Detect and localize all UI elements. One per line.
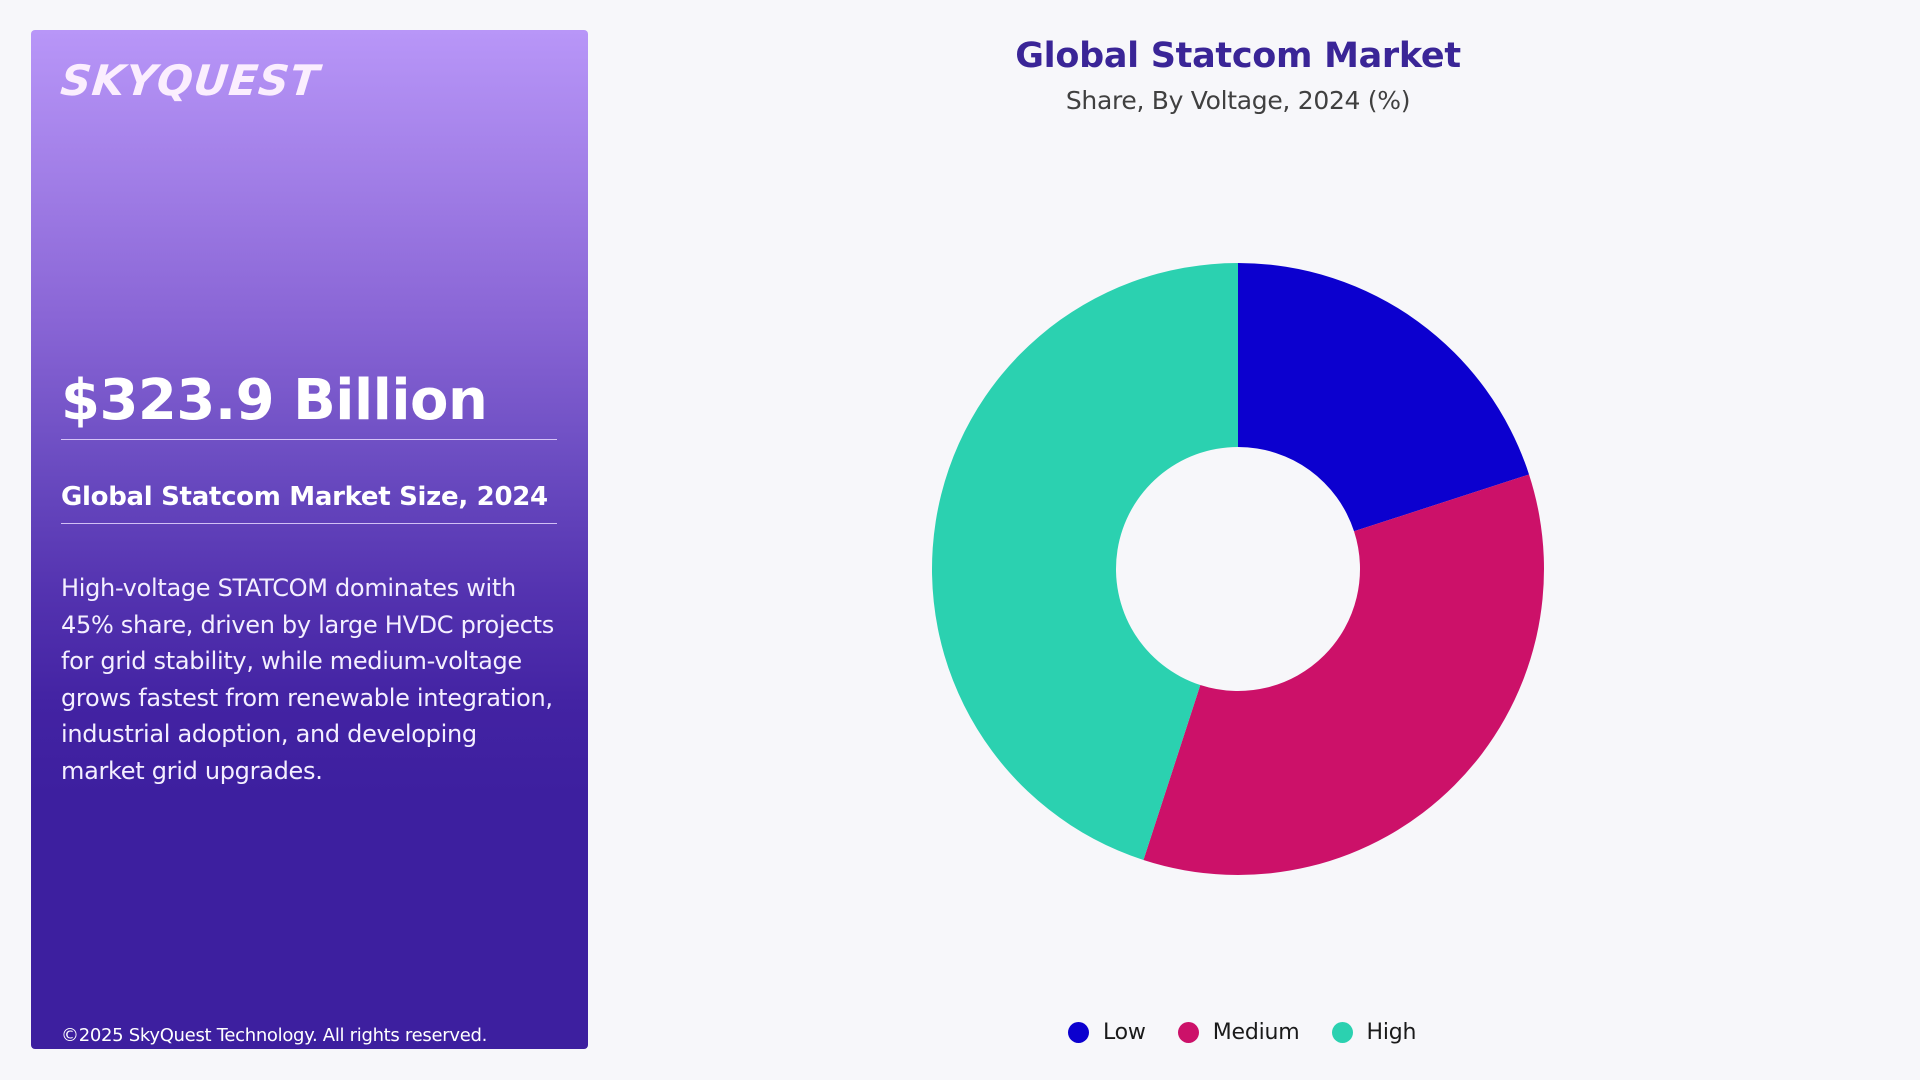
- legend-label: Low: [1103, 1020, 1146, 1045]
- legend-dot-icon: [1331, 1022, 1353, 1043]
- copyright-notice: ©2025 SkyQuest Technology. All rights re…: [61, 1025, 488, 1046]
- donut-slices: [931, 263, 1544, 876]
- donut-slice-medium[interactable]: [1143, 474, 1544, 876]
- market-description: High-voltage STATCOM dominates with 45% …: [61, 574, 554, 785]
- divider: [61, 523, 557, 524]
- donut-slice-high[interactable]: [931, 263, 1238, 861]
- divider: [61, 439, 557, 440]
- chart-subtitle: Share, By Voltage, 2024 (%): [1065, 86, 1411, 115]
- chart-title: Global Statcom Market: [1015, 36, 1461, 76]
- legend-item-medium[interactable]: Medium: [1177, 1020, 1300, 1045]
- legend-label: High: [1366, 1020, 1417, 1045]
- legend-label: Medium: [1212, 1020, 1300, 1045]
- skyquest-logo: SKYQUEST: [58, 56, 323, 105]
- summary-panel: SKYQUEST $323.9 Billion Global Statcom M…: [31, 30, 588, 1049]
- legend-dot-icon: [1177, 1022, 1199, 1043]
- legend-dot-icon: [1068, 1022, 1089, 1043]
- legend-item-high[interactable]: High: [1331, 1020, 1417, 1045]
- chart-legend: Low Medium High: [1068, 1020, 1448, 1045]
- donut-slice-low[interactable]: [1238, 263, 1530, 532]
- market-size-label: Global Statcom Market Size, 2024: [61, 482, 548, 512]
- market-value: $323.9 Billion: [61, 368, 488, 433]
- legend-item-low[interactable]: Low: [1068, 1020, 1146, 1045]
